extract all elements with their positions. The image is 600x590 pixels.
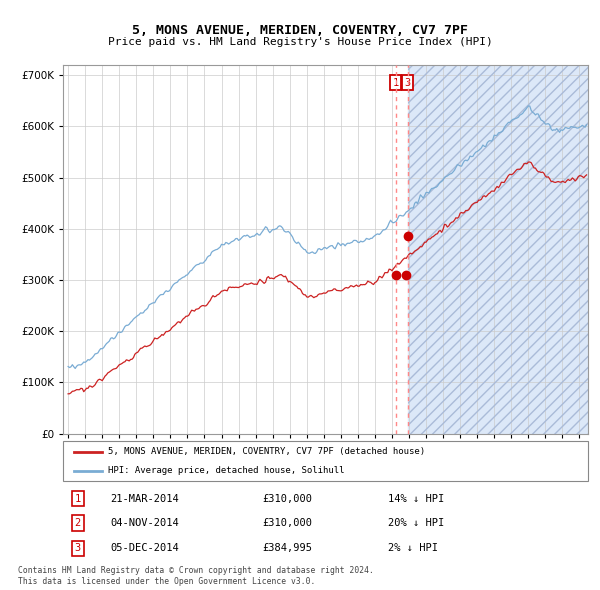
Text: 3: 3 [74, 543, 81, 553]
Text: 1: 1 [74, 494, 81, 504]
Text: 2% ↓ HPI: 2% ↓ HPI [389, 543, 439, 553]
Text: 5, MONS AVENUE, MERIDEN, COVENTRY, CV7 7PF (detached house): 5, MONS AVENUE, MERIDEN, COVENTRY, CV7 7… [107, 447, 425, 457]
Text: £384,995: £384,995 [263, 543, 313, 553]
Text: 05-DEC-2014: 05-DEC-2014 [110, 543, 179, 553]
Text: 21-MAR-2014: 21-MAR-2014 [110, 494, 179, 504]
Text: 04-NOV-2014: 04-NOV-2014 [110, 518, 179, 527]
Text: 1: 1 [392, 78, 398, 88]
Text: 14% ↓ HPI: 14% ↓ HPI [389, 494, 445, 504]
Text: 3: 3 [404, 78, 411, 88]
Text: £310,000: £310,000 [263, 518, 313, 527]
Text: Contains HM Land Registry data © Crown copyright and database right 2024.: Contains HM Land Registry data © Crown c… [18, 566, 374, 575]
Text: HPI: Average price, detached house, Solihull: HPI: Average price, detached house, Soli… [107, 466, 344, 476]
Bar [407, 65, 588, 434]
Text: £310,000: £310,000 [263, 494, 313, 504]
Text: 20% ↓ HPI: 20% ↓ HPI [389, 518, 445, 527]
Text: Price paid vs. HM Land Registry's House Price Index (HPI): Price paid vs. HM Land Registry's House … [107, 37, 493, 47]
Bar [407, 65, 588, 434]
Text: 5, MONS AVENUE, MERIDEN, COVENTRY, CV7 7PF: 5, MONS AVENUE, MERIDEN, COVENTRY, CV7 7… [132, 24, 468, 37]
Text: 2: 2 [74, 518, 81, 527]
Text: This data is licensed under the Open Government Licence v3.0.: This data is licensed under the Open Gov… [18, 577, 316, 586]
FancyBboxPatch shape [63, 441, 588, 481]
